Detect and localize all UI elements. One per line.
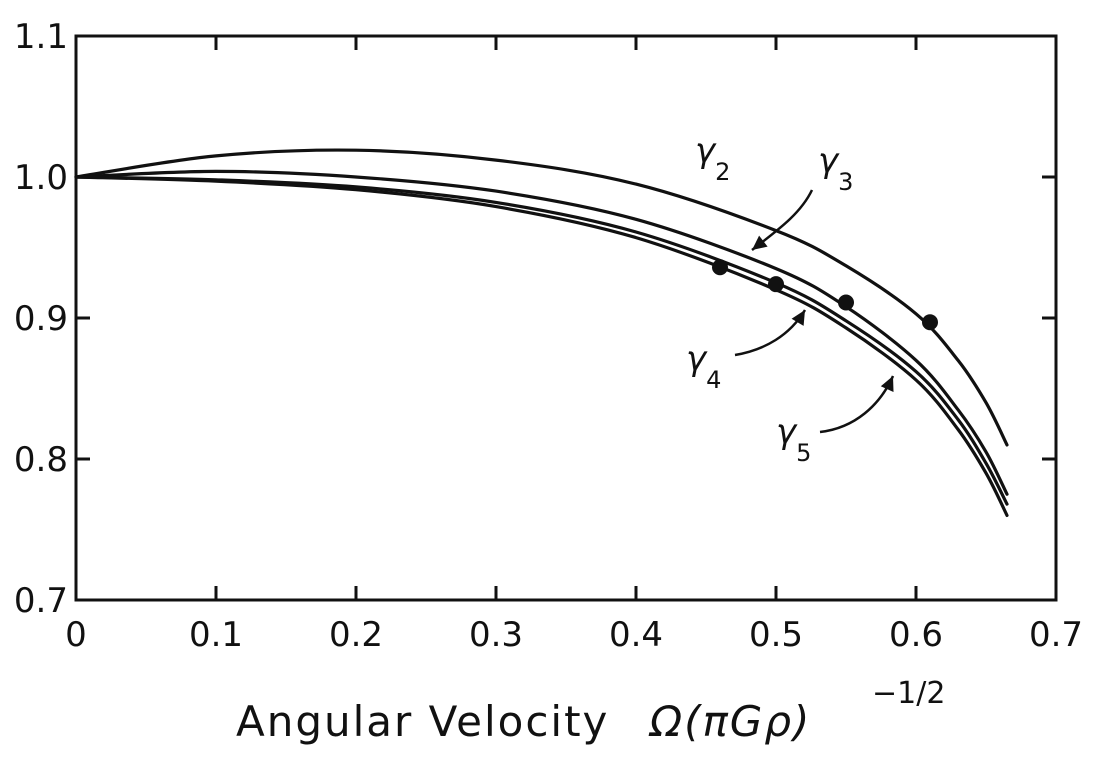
label-arrow — [819, 375, 895, 434]
series-label-symbol: γ — [695, 131, 717, 171]
y-tick-label: 1.1 — [14, 17, 68, 57]
arrowhead — [880, 376, 894, 392]
data-point — [838, 294, 854, 311]
series-label-gamma5: γ5 — [776, 412, 811, 467]
series-label-symbol: γ — [686, 339, 708, 379]
chart-series — [74, 148, 1009, 517]
x-tick-label: 0.6 — [889, 615, 943, 655]
series-label-subscript: 3 — [838, 168, 853, 196]
data-point — [768, 276, 784, 293]
x-axis-title: Angular Velocity — [236, 697, 609, 746]
series-label-gamma4: γ4 — [686, 339, 721, 394]
y-tick-label: 1.0 — [14, 158, 68, 198]
x-tick-label: 0 — [65, 615, 87, 655]
x-axis-exponent: −1/2 — [872, 676, 945, 711]
series-line-2 — [74, 148, 1009, 447]
data-markers — [712, 259, 938, 331]
data-point — [712, 259, 728, 276]
series-label-symbol: γ — [776, 412, 798, 452]
arrowhead — [791, 310, 805, 326]
series-label-gamma3: γ3 — [818, 141, 853, 196]
series-line-4 — [74, 175, 1009, 506]
y-tick-label: 0.8 — [14, 440, 68, 480]
x-axis-label: Angular Velocity Ω(πGρ) −1/2 — [236, 676, 945, 746]
series-line-5 — [74, 175, 1009, 517]
series-label-subscript: 5 — [796, 439, 811, 467]
series-label-gamma2: γ2 — [695, 131, 730, 186]
x-tick-label: 0.2 — [329, 615, 383, 655]
x-tick-label: 0.5 — [749, 615, 803, 655]
plot-axes: 0 0.1 0.2 0.3 0.4 0.5 0.6 0.7 0.7 0.8 0.9 1.0 1.1 — [14, 17, 1083, 655]
series-line-3 — [74, 169, 1009, 496]
x-tick-label: 0.1 — [189, 615, 243, 655]
x-tick-label: 0.3 — [469, 615, 523, 655]
data-point — [922, 314, 938, 331]
y-tick-label: 0.7 — [14, 581, 68, 621]
arrowhead — [752, 235, 768, 250]
y-tick-label: 0.9 — [14, 299, 68, 339]
series-label-symbol: γ — [818, 141, 840, 181]
x-tick-label: 0.4 — [609, 615, 663, 655]
x-tick-label: 0.7 — [1029, 615, 1083, 655]
label-arrow — [734, 309, 807, 357]
x-axis-math: Ω(πGρ) — [648, 697, 811, 746]
plot-frame — [74, 34, 1058, 602]
series-label-subscript: 2 — [715, 158, 730, 186]
series-label-subscript: 4 — [706, 366, 721, 394]
